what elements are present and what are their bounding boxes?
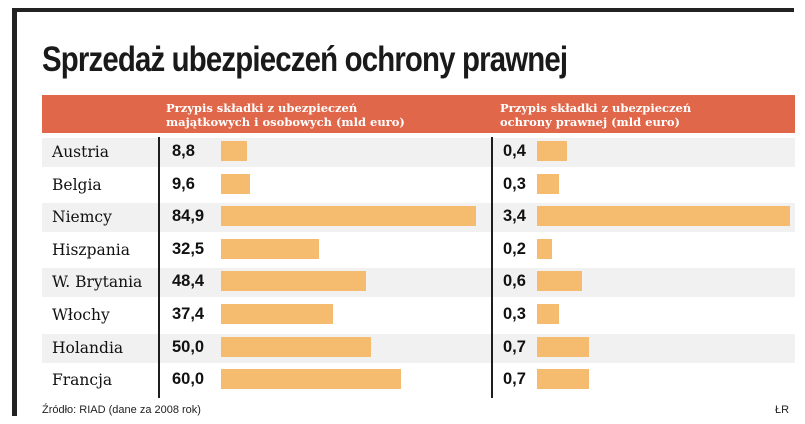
value-label: 0,2 [503, 239, 526, 258]
frame-top-border [12, 8, 794, 12]
value-label: 8,8 [172, 142, 195, 160]
country-label: Francja [52, 371, 113, 390]
value-label: 3,4 [503, 207, 526, 226]
series-1-header: Przypis składki z ubezpieczeń majątkowyc… [166, 101, 405, 129]
bar [537, 238, 552, 259]
bar [221, 238, 319, 259]
bar [537, 173, 560, 194]
bar [221, 304, 334, 324]
series-2-header-line-1: Przypis składki z ubezpieczeń [500, 101, 692, 115]
table-header [42, 95, 795, 133]
bar [537, 304, 560, 324]
value-label: 0,3 [503, 305, 526, 323]
country-label: Włochy [52, 306, 110, 324]
series-1-header-line-2: majątkowych i osobowych (mld euro) [166, 115, 405, 129]
value-label: 60,0 [172, 370, 205, 389]
bar [537, 336, 590, 357]
bar [221, 271, 367, 292]
value-label: 32,5 [172, 239, 205, 258]
country-label: W. Brytania [52, 273, 143, 292]
bar [221, 369, 402, 390]
bar [537, 369, 590, 390]
value-label: 0,3 [503, 174, 526, 193]
table-row [42, 333, 795, 363]
bar [537, 206, 790, 227]
bar [537, 271, 582, 292]
country-label: Holandia [52, 338, 124, 357]
bar [221, 173, 250, 194]
value-label: 9,6 [172, 174, 195, 193]
bar [537, 141, 567, 161]
series-2-header: Przypis składki z ubezpieczeń ochrony pr… [500, 101, 691, 129]
country-label: Austria [52, 143, 109, 161]
chart-title: Sprzedaż ubezpieczeń ochrony prawnej [42, 40, 568, 79]
divider-left [158, 137, 160, 398]
table-row [42, 171, 795, 200]
bar [221, 206, 476, 227]
value-label: 0,4 [503, 142, 526, 160]
country-label: Belgia [52, 175, 102, 194]
country-label: Hiszpania [52, 240, 130, 259]
value-label: 0,6 [503, 272, 526, 291]
value-label: 48,4 [172, 272, 205, 291]
country-label: Niemcy [52, 208, 112, 227]
series-1-header-line-1: Przypis składki z ubezpieczeń [166, 101, 358, 115]
bar [221, 336, 372, 357]
source-note: Źródło: RIAD (dane za 2008 rok) [42, 404, 201, 416]
bar [221, 141, 248, 161]
table-row [42, 366, 795, 395]
value-label: 50,0 [172, 337, 205, 356]
table-row [42, 301, 795, 330]
value-label: 0,7 [503, 337, 526, 356]
author-credit: ŁR [775, 404, 790, 416]
divider-right [491, 137, 493, 398]
frame-left-border [12, 8, 17, 416]
table-row [42, 138, 795, 167]
table-row [42, 236, 795, 265]
value-label: 84,9 [172, 207, 205, 226]
series-2-header-line-2: ochrony prawnej (mld euro) [500, 115, 680, 129]
value-label: 0,7 [503, 370, 526, 389]
table-row [42, 268, 795, 298]
value-label: 37,4 [172, 305, 205, 323]
